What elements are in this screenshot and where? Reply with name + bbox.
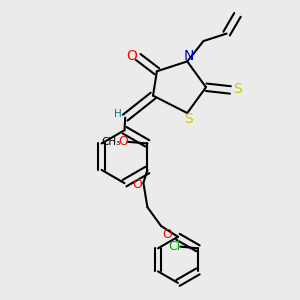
Text: S: S [184, 112, 193, 126]
Text: N: N [184, 49, 194, 63]
Text: CH₃: CH₃ [102, 137, 121, 147]
Text: O: O [162, 228, 172, 241]
Text: O: O [132, 178, 142, 191]
Text: O: O [118, 135, 128, 148]
Text: H: H [114, 109, 122, 118]
Text: O: O [127, 49, 137, 63]
Text: S: S [233, 82, 242, 96]
Text: Cl: Cl [168, 240, 180, 253]
